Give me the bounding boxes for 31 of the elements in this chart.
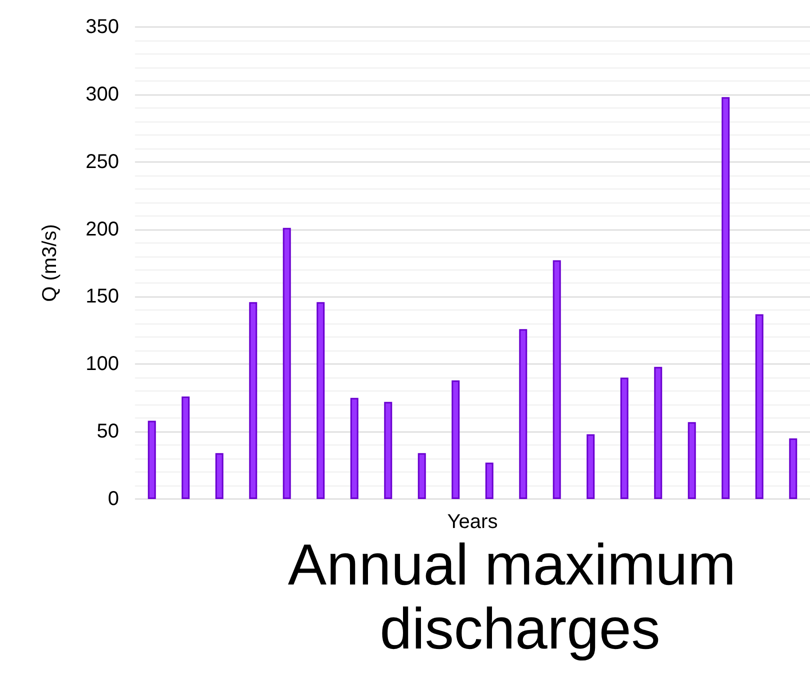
bar xyxy=(350,398,358,499)
bar xyxy=(552,260,561,499)
bar xyxy=(182,396,190,499)
bar xyxy=(755,314,764,499)
y-tick-label: 350 xyxy=(86,16,119,38)
bar xyxy=(789,438,798,499)
bar xyxy=(316,302,325,499)
bar xyxy=(418,453,426,499)
bar xyxy=(586,434,595,499)
y-tick-label: 250 xyxy=(86,150,119,173)
bar xyxy=(519,329,528,499)
bar xyxy=(688,422,696,499)
y-axis-title: Q (m3/s) xyxy=(39,224,61,302)
bar xyxy=(620,378,628,499)
y-tick-label: 300 xyxy=(86,83,119,106)
bar xyxy=(452,380,460,499)
y-tick-label: 100 xyxy=(86,353,119,376)
bar xyxy=(722,97,730,499)
y-tick-label: 50 xyxy=(96,420,119,443)
text: Annual maximum discharges xyxy=(288,532,752,662)
y-tick-label: 200 xyxy=(86,218,119,240)
y-tick-label: 150 xyxy=(86,286,119,308)
bar xyxy=(215,453,224,499)
bar xyxy=(654,366,662,499)
bar xyxy=(148,420,156,499)
y-tick-label: 0 xyxy=(108,488,119,510)
bar xyxy=(249,302,258,499)
bar xyxy=(282,228,291,499)
bar xyxy=(485,462,494,499)
bar xyxy=(384,402,392,499)
x-axis-title: Years xyxy=(447,510,498,533)
